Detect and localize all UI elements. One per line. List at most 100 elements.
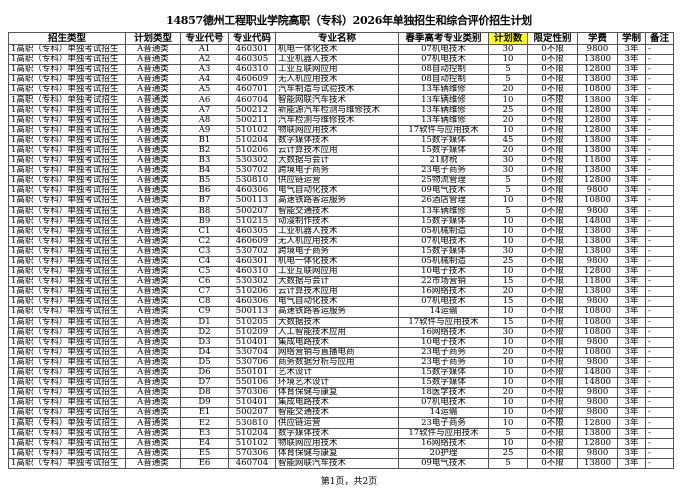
cell-gender-limit: 0不限 — [527, 397, 578, 409]
cell-spring-exam-category: 15数字媒体 — [398, 134, 489, 146]
cell-plan-type: A普通类 — [125, 225, 181, 237]
cell-major-code: 460306 — [228, 296, 276, 308]
cell-major-code: 460305 — [228, 225, 276, 237]
cell-tuition: 13800 — [577, 286, 618, 298]
cell-spring-exam-category: 13车辆维修 — [398, 114, 489, 126]
cell-major-name: 供应链运营 — [275, 417, 399, 429]
cell-major-code: 530810 — [228, 175, 276, 187]
cell-plan-type: A普通类 — [125, 124, 181, 136]
cell-major-name: 跨境电子商务 — [275, 165, 399, 177]
cell-major-name: 网络营销与直播电商 — [275, 346, 399, 358]
cell-tuition: 10800 — [577, 306, 618, 318]
cell-spring-exam-category: 05机械制造 — [398, 255, 489, 268]
table-row: 1高职（专科）单独考试招生 A普通类 C5 460310 工业互联网应用 10电子技术 10… — [8, 266, 674, 278]
cell-tuition: 12800 — [577, 266, 618, 278]
cell-remarks: - — [645, 74, 674, 86]
cell-plan-type: A普通类 — [125, 407, 181, 419]
cell-plan-type: A普通类 — [125, 43, 181, 56]
cell-duration: 3年 — [617, 74, 646, 86]
cell-plan-type: A普通类 — [125, 245, 181, 257]
cell-major-name: 高速铁路客运服务 — [275, 195, 399, 207]
cell-duration: 3年 — [617, 286, 646, 298]
cell-plan-type: A普通类 — [125, 64, 181, 76]
cell-duration: 3年 — [617, 346, 646, 358]
cell-duration: 3年 — [617, 306, 646, 318]
cell-duration: 3年 — [617, 54, 646, 66]
cell-enrollment-type: 1高职（专科）单独考试招生 — [8, 185, 126, 197]
header-remarks: 备注 — [645, 32, 674, 45]
cell-spring-exam-category: 13车辆维修 — [398, 84, 489, 96]
cell-duration: 3年 — [617, 387, 646, 399]
cell-gender-limit: 0不限 — [527, 165, 578, 177]
cell-remarks: - — [645, 286, 674, 298]
cell-major-code: 500207 — [228, 205, 276, 217]
cell-plan-count: 10 — [488, 336, 528, 348]
cell-spring-exam-category: 16网络技术 — [398, 437, 489, 449]
cell-remarks: - — [645, 215, 674, 227]
cell-plan-type: A普通类 — [125, 447, 181, 459]
cell-spring-exam-category: 14运输 — [398, 407, 489, 419]
cell-major-code-short: D3 — [180, 336, 229, 348]
cell-duration: 3年 — [617, 84, 646, 96]
cell-plan-count: 5 — [488, 175, 528, 187]
table-row: 1高职（专科）单独考试招生 A普通类 E2 530810 供应链运营 23电子商务 10 0不… — [8, 417, 674, 429]
table-row: 1高职（专科）单独考试招生 A普通类 E6 460704 智能网联汽车技术 09电气技术 5… — [8, 457, 674, 469]
cell-enrollment-type: 1高职（专科）单独考试招生 — [8, 205, 126, 217]
cell-major-name: 机电一体化技术 — [275, 255, 399, 268]
cell-duration: 3年 — [617, 377, 646, 389]
cell-major-code-short: D6 — [180, 366, 229, 379]
cell-enrollment-type: 1高职（专科）单独考试招生 — [8, 225, 126, 237]
cell-spring-exam-category: 08自动控制 — [398, 64, 489, 76]
cell-gender-limit: 0不限 — [527, 245, 578, 257]
cell-major-code: 510204 — [228, 134, 276, 146]
cell-spring-exam-category: 13车辆维修 — [398, 104, 489, 116]
cell-enrollment-type: 1高职（专科）单独考试招生 — [8, 84, 126, 96]
cell-duration: 3年 — [617, 336, 646, 348]
cell-plan-count: 10 — [488, 124, 528, 136]
cell-spring-exam-category: 07机电技术 — [398, 43, 489, 56]
cell-enrollment-type: 1高职（专科）单独考试招生 — [8, 417, 126, 429]
cell-plan-type: A普通类 — [125, 397, 181, 409]
cell-plan-count: 10 — [488, 266, 528, 278]
cell-major-code-short: A9 — [180, 124, 229, 136]
table-row: 1高职（专科）单独考试招生 A普通类 C1 460305 工业机器人技术 05机械制造 10… — [8, 225, 674, 237]
table-row: 1高职（专科）单独考试招生 A普通类 C3 530702 跨境电子商务 15数字媒体 30 0… — [8, 245, 674, 257]
cell-tuition: 13800 — [577, 427, 618, 439]
cell-duration: 3年 — [617, 195, 646, 207]
cell-duration: 3年 — [617, 175, 646, 187]
cell-duration: 3年 — [617, 326, 646, 338]
cell-plan-type: A普通类 — [125, 94, 181, 106]
cell-enrollment-type: 1高职（专科）单独考试招生 — [8, 94, 126, 106]
cell-spring-exam-category: 23电子商务 — [398, 356, 489, 369]
cell-tuition: 12800 — [577, 114, 618, 126]
table-row: 1高职（专科）单独考试招生 A普通类 C8 460306 电气自动化技术 07机电技术 15… — [8, 296, 674, 308]
cell-duration: 3年 — [617, 94, 646, 106]
cell-major-code: 570306 — [228, 447, 276, 459]
cell-enrollment-type: 1高职（专科）单独考试招生 — [8, 165, 126, 177]
cell-enrollment-type: 1高职（专科）单独考试招生 — [8, 74, 126, 86]
cell-major-code-short: B2 — [180, 144, 229, 157]
cell-major-name: 跨境电子商务 — [275, 245, 399, 257]
table-row: 1高职（专科）单独考试招生 A普通类 D1 510205 大数据技术 17软件与应用技术 1… — [8, 316, 674, 328]
cell-plan-count: 15 — [488, 296, 528, 308]
cell-major-name: 无人机应用技术 — [275, 235, 399, 247]
cell-major-code: 460301 — [228, 43, 276, 56]
cell-gender-limit: 0不限 — [527, 215, 578, 227]
table-row: 1高职（专科）单独考试招生 A普通类 B3 530302 大数据与会计 21财税 30 0不限… — [8, 155, 674, 167]
cell-remarks: - — [645, 316, 674, 328]
cell-tuition: 14800 — [577, 377, 618, 389]
cell-major-name: 智能交通技术 — [275, 205, 399, 217]
table-row: 1高职（专科）单独考试招生 A普通类 D5 530706 商务数据分析与应用 23电子商务… — [8, 356, 674, 369]
cell-plan-type: A普通类 — [125, 185, 181, 197]
cell-major-code: 510204 — [228, 427, 276, 439]
cell-plan-count: 30 — [488, 245, 528, 257]
cell-remarks: - — [645, 427, 674, 439]
cell-spring-exam-category: 17软件与应用技术 — [398, 124, 489, 136]
cell-major-code: 510215 — [228, 215, 276, 227]
cell-major-name: 无人机应用技术 — [275, 74, 399, 86]
cell-major-code-short: C3 — [180, 245, 229, 257]
cell-plan-type: A普通类 — [125, 144, 181, 157]
cell-duration: 3年 — [617, 134, 646, 146]
cell-major-code-short: D1 — [180, 316, 229, 328]
cell-major-code-short: B6 — [180, 185, 229, 197]
